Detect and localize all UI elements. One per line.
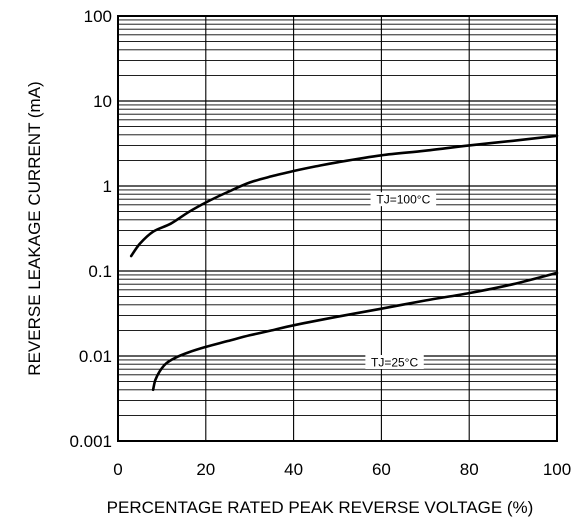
x-tick-label: 80 bbox=[460, 460, 479, 479]
plot-frame bbox=[117, 15, 558, 442]
x-tick-label: 0 bbox=[113, 460, 122, 479]
curve-label-0: TJ=100°C bbox=[376, 193, 430, 207]
x-tick-label: 40 bbox=[284, 460, 303, 479]
series-line-0 bbox=[129, 134, 559, 258]
curve-label-bg bbox=[370, 192, 437, 207]
series-line-1 bbox=[151, 271, 559, 392]
x-tick-label: 20 bbox=[196, 460, 215, 479]
y-tick-label: 1 bbox=[103, 177, 112, 196]
curves bbox=[129, 134, 559, 392]
y-tick-label: 0.001 bbox=[69, 432, 112, 451]
curve-labels: TJ=100°C TJ=25°C bbox=[365, 192, 437, 369]
y-tick-label: 0.01 bbox=[79, 347, 112, 366]
y-tick-label: 10 bbox=[93, 92, 112, 111]
y-tick-label: 100 bbox=[84, 7, 112, 26]
tick-labels: 0.001 0.01 0.1 1 10 100 0 20 40 60 80 100 bbox=[69, 7, 571, 479]
grid bbox=[117, 15, 558, 442]
y-axis-title: REVERSE LEAKAGE CURRENT (mA) bbox=[25, 81, 44, 375]
y-tick-label: 0.1 bbox=[88, 262, 112, 281]
x-axis-title: PERCENTAGE RATED PEAK REVERSE VOLTAGE (%… bbox=[107, 498, 534, 517]
x-tick-label: 60 bbox=[372, 460, 391, 479]
curve-label-bg bbox=[365, 354, 424, 369]
x-tick-label: 100 bbox=[543, 460, 571, 479]
curve-label-1: TJ=25°C bbox=[371, 355, 418, 369]
